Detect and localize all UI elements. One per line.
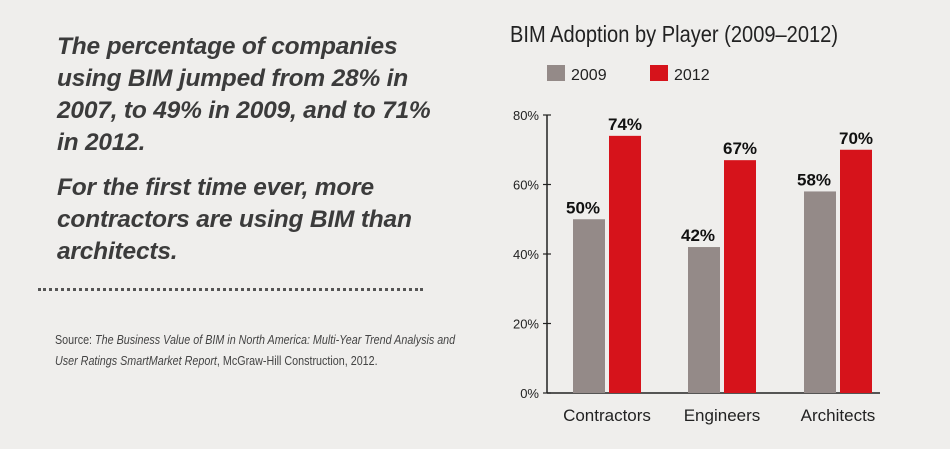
chart-title: BIM Adoption by Player (2009–2012) (510, 21, 838, 47)
bar-architects-2009 (804, 191, 836, 393)
data-label: 42% (681, 226, 715, 245)
bar-architects-2012 (840, 149, 872, 393)
x-tick-label: Engineers (684, 406, 761, 425)
bar-engineers-2012 (724, 160, 756, 393)
y-tick-label: 40% (513, 247, 539, 262)
headline-paragraph-1: The percentage of companies using BIM ju… (57, 33, 431, 156)
source-label: Source: (55, 333, 93, 347)
legend-swatch-2009 (547, 65, 565, 81)
source-rest: , McGraw-Hill Construction, 2012. (216, 354, 378, 368)
data-label: 58% (797, 170, 831, 189)
source-title: The Business Value of BIM in North Ameri… (55, 333, 456, 368)
data-label: 74% (608, 115, 642, 134)
data-label: 50% (566, 198, 600, 217)
legend-label-2012: 2012 (674, 67, 710, 84)
data-label: 67% (723, 139, 757, 158)
bar-contractors-2009 (573, 219, 605, 393)
source-citation: Source: The Business Value of BIM in Nor… (55, 330, 468, 372)
y-tick-label: 60% (513, 178, 539, 193)
x-tick-label: Contractors (563, 406, 651, 425)
y-tick-label: 0% (520, 386, 539, 401)
y-tick-label: 80% (513, 108, 539, 123)
dotted-divider (38, 288, 423, 291)
x-tick-label: Architects (801, 406, 876, 425)
y-tick-label: 20% (513, 317, 539, 332)
legend-swatch-2012 (650, 65, 668, 81)
headline-paragraph-2: For the first time ever, more contractor… (57, 174, 412, 265)
bar-engineers-2009 (688, 247, 720, 393)
bar-contractors-2012 (609, 135, 641, 393)
data-label: 70% (839, 129, 873, 148)
legend-label-2009: 2009 (571, 67, 607, 84)
